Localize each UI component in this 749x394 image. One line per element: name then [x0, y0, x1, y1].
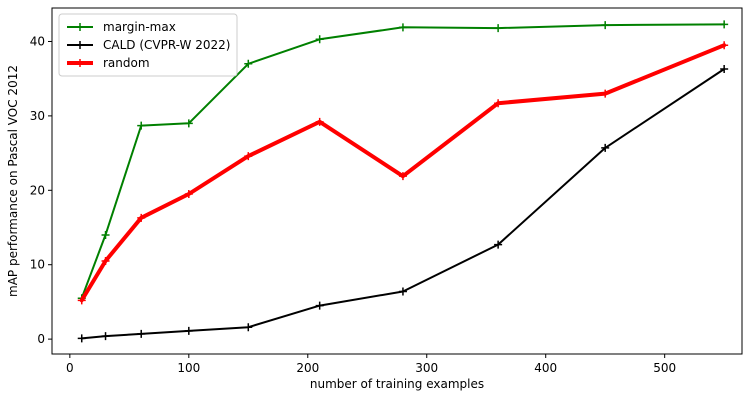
x-tick-label: 300 — [415, 361, 438, 375]
y-tick-label: 30 — [30, 109, 45, 123]
x-axis-ticks: 0 100 200 300 400 500 — [66, 354, 676, 375]
data-point — [601, 143, 610, 152]
data-point — [101, 256, 110, 265]
series-line — [80, 68, 726, 340]
y-tick-label: 40 — [30, 34, 45, 48]
data-point — [101, 332, 110, 341]
legend-box — [58, 13, 238, 77]
x-tick-label: 400 — [534, 361, 557, 375]
data-point — [184, 119, 193, 128]
y-tick-label: 20 — [30, 183, 45, 197]
legend-item: margin-max — [67, 20, 176, 34]
legend-label: margin-max — [103, 20, 176, 34]
x-tick-label: 500 — [653, 361, 676, 375]
legend-label: CALD (CVPR-W 2022) — [103, 38, 230, 52]
data-point — [494, 24, 503, 33]
series-3 — [77, 41, 729, 305]
data-point — [101, 230, 110, 239]
x-tick-label: 200 — [296, 361, 319, 375]
data-point — [398, 23, 407, 32]
legend-item: CALD (CVPR-W 2022) — [67, 38, 230, 52]
data-point — [137, 213, 146, 222]
data-point — [315, 35, 324, 44]
data-point — [601, 89, 610, 98]
y-axis-label: mAP performance on Pascal VOC 2012 — [6, 65, 20, 297]
data-point — [494, 99, 503, 108]
data-point — [494, 240, 503, 249]
data-point — [315, 117, 324, 126]
data-point — [137, 121, 146, 130]
legend-item: random — [67, 56, 150, 70]
legend: margin-max CALD (CVPR-W 2022) random — [58, 13, 238, 77]
plot-frame — [51, 7, 743, 355]
x-axis-label: number of training examples — [310, 377, 484, 391]
series-line — [80, 23, 726, 300]
x-tick-label: 100 — [177, 361, 200, 375]
data-point — [77, 334, 86, 343]
data-point — [720, 41, 729, 50]
data-point — [244, 59, 253, 68]
y-tick-label: 0 — [37, 332, 45, 346]
data-point — [720, 20, 729, 29]
data-point — [137, 329, 146, 338]
data-point — [77, 296, 86, 305]
legend-marker — [76, 23, 84, 31]
data-point — [244, 323, 253, 332]
legend-marker — [76, 59, 84, 67]
legend-label: random — [103, 56, 150, 70]
y-tick-label: 10 — [30, 258, 45, 272]
y-axis-ticks: 0 10 20 30 40 — [30, 34, 52, 346]
data-point — [244, 152, 253, 161]
data-point — [315, 301, 324, 310]
data-point — [398, 287, 407, 296]
data-point — [601, 21, 610, 30]
data-point — [184, 190, 193, 199]
data-point — [720, 65, 729, 74]
x-tick-label: 0 — [66, 361, 74, 375]
series-layer — [77, 20, 729, 343]
data-point — [184, 326, 193, 335]
series-line — [79, 43, 727, 303]
series-2 — [77, 65, 729, 343]
legend-marker — [76, 41, 84, 49]
data-point — [398, 172, 407, 181]
